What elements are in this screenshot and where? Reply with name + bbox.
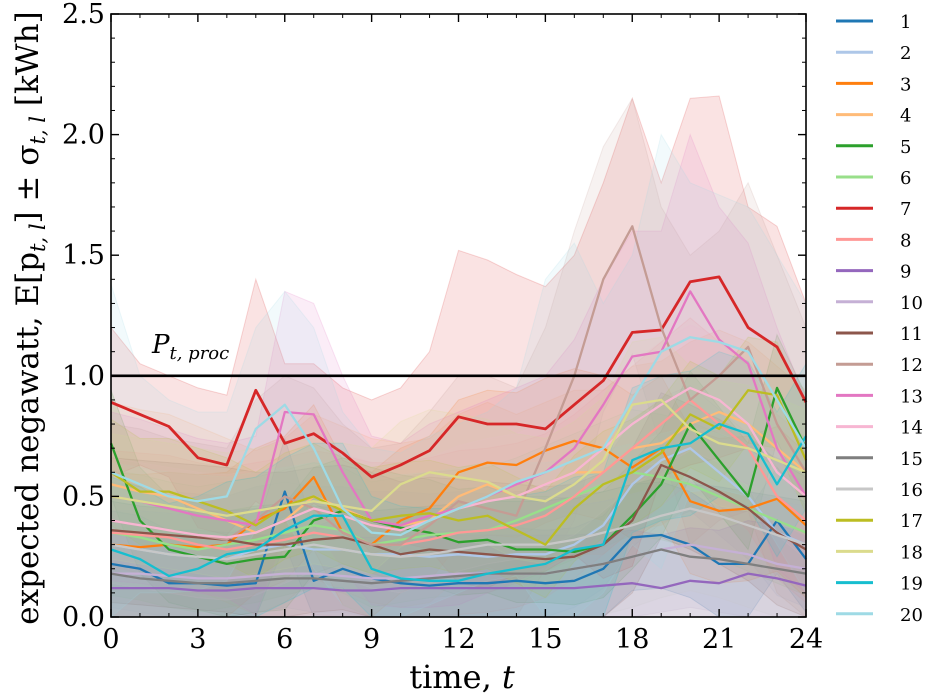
y-axis-label-mid: ] ± σ [10, 144, 46, 223]
threshold-label-sub: t, proc [170, 343, 230, 364]
legend-label-3: 3 [900, 74, 911, 95]
legend-label-17: 17 [900, 511, 923, 532]
legend-label-14: 14 [900, 418, 923, 439]
y-tick-label-1: 0.5 [62, 481, 105, 512]
y-tick-label-5: 2.5 [62, 0, 105, 30]
series-layer [109, 225, 808, 592]
x-tick-label-21: 21 [702, 624, 736, 655]
x-tick-label-24: 24 [789, 624, 823, 655]
x-tick-label-0: 0 [102, 624, 119, 655]
threshold-label: Pt, proc [151, 330, 229, 364]
y-axis-label-text: expected negawatt, E[p [10, 252, 46, 625]
series-line-16 [110, 507, 807, 561]
legend-label-13: 13 [900, 386, 923, 407]
y-tick-label-2: 1.0 [62, 361, 105, 392]
series-line-7 [110, 275, 808, 479]
legend-label-8: 8 [900, 230, 911, 251]
series-line-15 [110, 548, 807, 585]
series-line-20 [110, 336, 807, 537]
legend-label-4: 4 [900, 106, 911, 127]
legend-label-9: 9 [900, 262, 911, 283]
x-axis-label: time, t [409, 658, 515, 695]
series-line-12 [110, 225, 807, 546]
legend-label-19: 19 [900, 574, 923, 595]
y-tick-label-4: 2.0 [62, 120, 105, 151]
series-line-18 [110, 398, 807, 517]
legend-label-5: 5 [900, 137, 911, 158]
legend-label-16: 16 [900, 480, 923, 501]
x-tick-label-9: 9 [363, 624, 380, 655]
legend-label-11: 11 [900, 324, 923, 345]
y-tick-label-0: 0.0 [62, 602, 105, 633]
legend-label-12: 12 [900, 355, 923, 376]
series-line-19 [110, 422, 807, 582]
axes: 0 3 6 9 12 15 18 21 24 0.0 0.5 1.0 1.5 2.0 2.5 [62, 0, 823, 655]
series-line-9 [111, 572, 807, 592]
y-axis-label-sub2: t, l [26, 116, 50, 145]
legend-label-6: 6 [900, 168, 911, 189]
legend-label-2: 2 [900, 43, 911, 64]
x-tick-label-15: 15 [528, 624, 562, 655]
legend-label-15: 15 [900, 449, 923, 470]
x-axis-label-var: t [502, 658, 515, 695]
series-line-17 [110, 389, 808, 546]
x-axis-label-text: time, [409, 658, 502, 695]
x-tick-label-18: 18 [615, 624, 649, 655]
legend-label-1: 1 [900, 12, 911, 33]
series-line-5 [109, 386, 808, 566]
y-axis-label-unit: [kWh] [10, 11, 46, 116]
series-line-10 [111, 543, 807, 580]
legend-label-20: 20 [900, 605, 923, 626]
y-axis-label-sub: t, l [26, 223, 50, 252]
x-tick-label-3: 3 [189, 624, 206, 655]
threshold-layer: Pt, proc [111, 330, 806, 378]
threshold-label-main: P [151, 330, 170, 360]
y-axis-label: expected negawatt, E[pt, l] ± σt, l [kWh… [10, 11, 50, 624]
x-tick-label-6: 6 [276, 624, 293, 655]
y-tick-label-3: 1.5 [62, 240, 105, 271]
x-tick-label-12: 12 [441, 624, 475, 655]
legend-label-18: 18 [900, 542, 923, 563]
ticks-layer: 0 3 6 9 12 15 18 21 24 0.0 0.5 1.0 1.5 2.0 2.5 [62, 0, 823, 655]
legend-label-10: 10 [900, 293, 923, 314]
legend-label-7: 7 [900, 199, 911, 220]
